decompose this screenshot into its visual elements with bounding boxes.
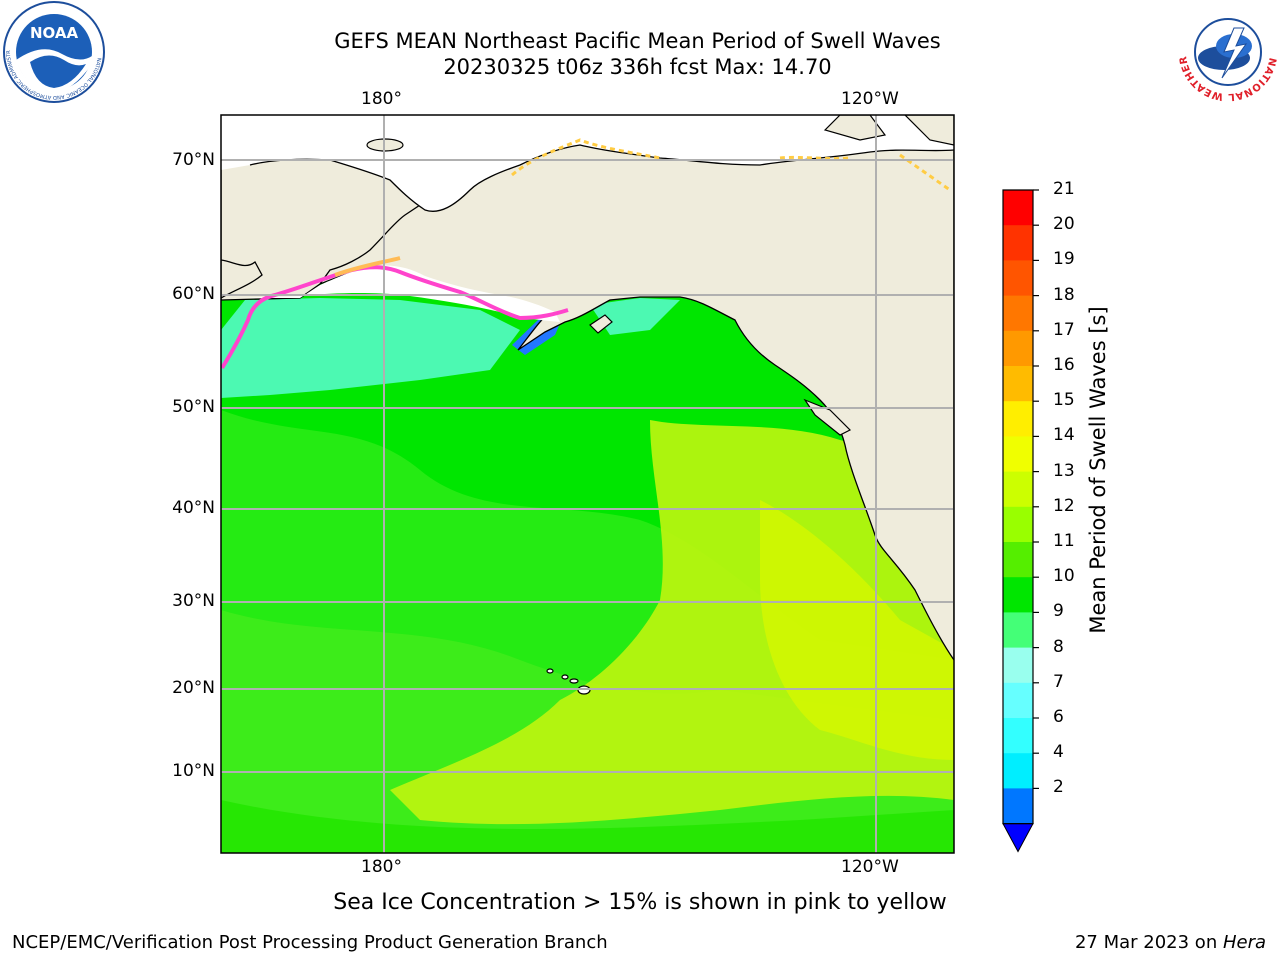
colorbar-segment xyxy=(1003,682,1033,719)
colorbar-segment xyxy=(1003,295,1033,332)
sea-ice-edge-cyan xyxy=(590,298,680,335)
lat-label-70n: 70°N xyxy=(172,150,215,170)
noaa-logo: NOAA NATIONAL OCEANIC AND ATMOSPHERIC AD… xyxy=(2,0,105,103)
lon-label-top-180: 180° xyxy=(361,89,402,109)
colorbar-frame xyxy=(1002,189,1034,825)
colorbar-segment xyxy=(1003,260,1033,297)
colorbar-title: Mean Period of Swell Waves [s] xyxy=(1086,306,1110,634)
colorbar-segment xyxy=(1003,190,1033,226)
lat-label-30n: 30°N xyxy=(172,591,215,611)
colorbar-tick-label: 14 xyxy=(1053,425,1075,446)
colorbar-segment xyxy=(1003,612,1033,649)
colorbar-segment xyxy=(1003,471,1033,508)
colorbar-tick-label: 19 xyxy=(1053,249,1075,270)
islands-canadian-arctic xyxy=(823,115,887,141)
colorbar-segment xyxy=(1003,225,1033,261)
lon-label-bottom-180: 180° xyxy=(361,857,402,877)
colorbar-tick-label: 7 xyxy=(1053,671,1064,692)
sea-ice-edge-orange xyxy=(334,256,401,277)
lon-label-top-120w: 120°W xyxy=(841,89,899,109)
map-frame xyxy=(220,114,955,854)
colorbar-tick-label: 9 xyxy=(1053,601,1064,622)
colorbar-tick-label: 17 xyxy=(1053,319,1075,340)
lat-label-50n: 50°N xyxy=(172,397,215,417)
colorbar-segment xyxy=(1003,753,1033,789)
lon-label-bottom-120w: 120°W xyxy=(841,857,899,877)
colorbar-segment xyxy=(1003,718,1033,754)
bering-sea-white xyxy=(240,265,560,322)
colorbar xyxy=(1002,189,1039,853)
footer-credit: NCEP/EMC/Verification Post Processing Pr… xyxy=(12,932,608,953)
graticule xyxy=(221,115,954,853)
footer-host: Hera xyxy=(1222,932,1266,953)
colorbar-tick-label: 12 xyxy=(1053,495,1075,516)
colorbar-tick-label: 11 xyxy=(1053,531,1075,551)
colorbar-tick-label: 18 xyxy=(1053,284,1075,305)
footer-date: 27 Mar 2023 on Hera xyxy=(1075,932,1266,953)
colorbar-tick-label: 20 xyxy=(1053,214,1075,235)
lat-label-60n: 60°N xyxy=(172,284,215,304)
ocean-yellow-green-region xyxy=(760,500,954,760)
colorbar-tick-label: 10 xyxy=(1053,566,1075,587)
colorbar-segment xyxy=(1003,366,1033,402)
ocean-green-band-south xyxy=(221,800,954,853)
colorbar-tick-label: 16 xyxy=(1053,355,1075,375)
colorbar-segment xyxy=(1003,788,1033,825)
colorbar-segment xyxy=(1003,577,1033,613)
colorbar-segment xyxy=(1003,542,1033,578)
sea-ice-note: Sea Ice Concentration > 15% is shown in … xyxy=(333,890,947,915)
map-title: GEFS MEAN Northeast Pacific Mean Period … xyxy=(334,29,941,53)
lat-label-10n: 10°N xyxy=(172,761,215,781)
colorbar-tick-label: 4 xyxy=(1053,742,1064,763)
colorbar-tick-label: 21 xyxy=(1053,179,1075,199)
lat-label-20n: 20°N xyxy=(172,678,215,698)
colorbar-tick-label: 8 xyxy=(1053,636,1064,657)
arctic-ocean-white xyxy=(221,115,954,212)
colorbar-extend-arrow xyxy=(1002,823,1034,853)
islands-canadian-arctic xyxy=(904,115,954,146)
nws-logo: NATIONAL WEATHER SERVICE xyxy=(1176,0,1278,102)
sea-ice-edge-cyan xyxy=(221,298,520,398)
island-kodiak xyxy=(589,314,613,334)
colorbar-segment xyxy=(1003,506,1033,543)
colorbar-segment xyxy=(1003,436,1033,473)
colorbar-segment xyxy=(1003,330,1033,367)
map-subtitle: 20230325 t06z 336h fcst Max: 14.70 xyxy=(443,55,832,79)
noaa-logo-text: NOAA xyxy=(30,24,79,42)
colorbar-tick-label: 15 xyxy=(1053,390,1075,411)
colorbar-segment xyxy=(1003,401,1033,437)
colorbar-tick-label: 13 xyxy=(1053,460,1075,481)
colorbar-segment xyxy=(1003,647,1033,684)
lat-label-40n: 40°N xyxy=(172,498,215,518)
sea-ice-edge-pink xyxy=(221,265,569,370)
colorbar-tick-label: 2 xyxy=(1053,777,1064,798)
footer-date-text: 27 Mar 2023 on xyxy=(1074,932,1223,953)
colorbar-tick-label: 6 xyxy=(1053,707,1064,727)
